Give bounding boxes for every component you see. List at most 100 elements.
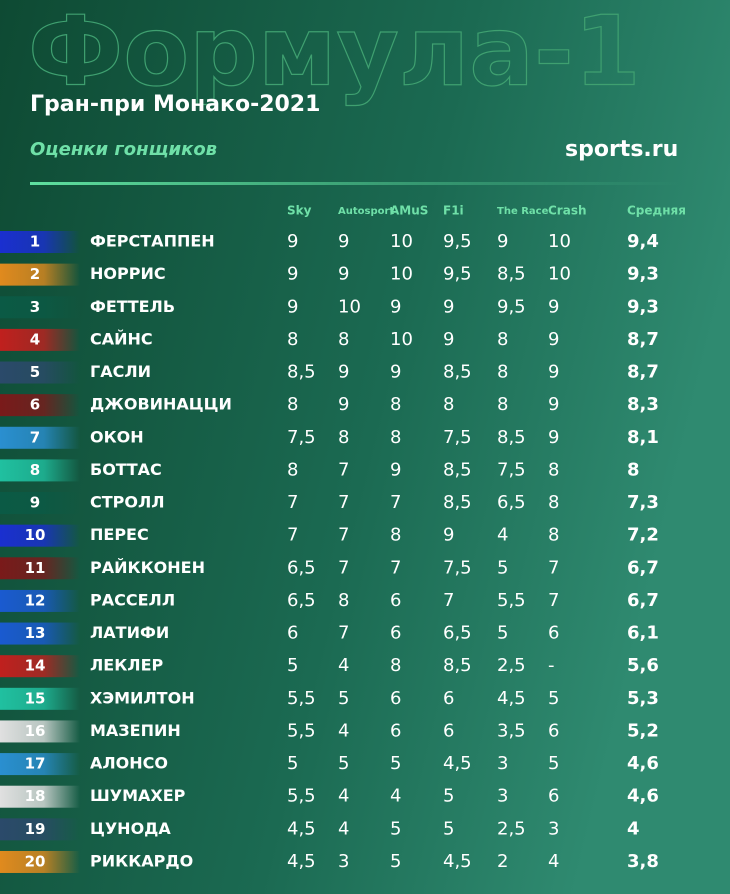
score: 7,5 bbox=[497, 459, 526, 480]
score: 6 bbox=[443, 688, 454, 709]
team-stripe bbox=[0, 524, 80, 547]
score: 3,5 bbox=[497, 720, 526, 741]
score: 7,5 bbox=[443, 427, 472, 448]
score: 8 bbox=[443, 394, 454, 415]
score: 8,5 bbox=[443, 492, 472, 513]
score: 9 bbox=[338, 231, 349, 252]
score: 9 bbox=[338, 362, 349, 383]
driver-name: ГАСЛИ bbox=[90, 362, 151, 381]
score: 3 bbox=[548, 818, 559, 839]
position: 15 bbox=[25, 689, 46, 707]
driver-name: БОТТАС bbox=[90, 460, 162, 479]
score: 8 bbox=[548, 525, 559, 546]
score: 10 bbox=[390, 231, 413, 252]
score: 8 bbox=[548, 459, 559, 480]
score: 7 bbox=[338, 525, 349, 546]
score: 5 bbox=[287, 753, 298, 774]
score: 9 bbox=[548, 329, 559, 350]
score: 3 bbox=[338, 851, 349, 872]
title: Гран-при Монако-2021 bbox=[30, 92, 320, 117]
score: 4 bbox=[338, 818, 349, 839]
driver-name: РИККАРДО bbox=[90, 851, 193, 870]
score: 7 bbox=[287, 525, 298, 546]
score: 4 bbox=[390, 786, 401, 807]
position: 13 bbox=[25, 624, 46, 642]
score: 6,5 bbox=[287, 557, 316, 578]
driver-name: ФЕТТЕЛЬ bbox=[90, 297, 175, 316]
score: 2 bbox=[497, 851, 508, 872]
average-score: 6,1 bbox=[627, 623, 659, 644]
average-score: 8,7 bbox=[627, 362, 659, 383]
driver-name: ХЭМИЛТОН bbox=[90, 688, 195, 707]
average-score: 9,3 bbox=[627, 264, 659, 285]
average-score: 5,3 bbox=[627, 688, 659, 709]
average-score: 7,3 bbox=[627, 492, 659, 513]
team-stripe bbox=[0, 557, 80, 580]
driver-name: ШУМАХЕР bbox=[90, 786, 186, 805]
average-score: 8,3 bbox=[627, 394, 659, 415]
driver-name: РАЙККОНЕН bbox=[90, 558, 205, 577]
score: 5,5 bbox=[497, 590, 526, 611]
team-stripe bbox=[0, 753, 80, 776]
team-stripe bbox=[0, 850, 80, 873]
score: 7 bbox=[287, 492, 298, 513]
score: 5 bbox=[497, 623, 508, 644]
team-stripe bbox=[0, 296, 80, 319]
score: 8 bbox=[390, 525, 401, 546]
position: 11 bbox=[25, 559, 46, 577]
score: 8 bbox=[390, 655, 401, 676]
position: 3 bbox=[30, 298, 40, 316]
score: - bbox=[548, 655, 555, 676]
column-header: The Race bbox=[497, 206, 549, 217]
score: 9 bbox=[390, 459, 401, 480]
score: 8,5 bbox=[443, 655, 472, 676]
score: 2,5 bbox=[497, 818, 526, 839]
score: 5,5 bbox=[287, 786, 316, 807]
team-stripe bbox=[0, 459, 80, 482]
divider bbox=[30, 182, 680, 185]
driver-name: ЛАТИФИ bbox=[90, 623, 169, 642]
score: 7 bbox=[548, 590, 559, 611]
score: 8 bbox=[338, 427, 349, 448]
team-stripe bbox=[0, 622, 80, 645]
score: 2,5 bbox=[497, 655, 526, 676]
position: 5 bbox=[30, 363, 40, 381]
score: 5 bbox=[390, 753, 401, 774]
score: 7 bbox=[548, 557, 559, 578]
score: 4 bbox=[338, 786, 349, 807]
score: 5 bbox=[548, 688, 559, 709]
score: 9 bbox=[287, 264, 298, 285]
score: 8 bbox=[338, 590, 349, 611]
average-score: 6,7 bbox=[627, 557, 659, 578]
watermark: Формула-1 bbox=[28, 0, 641, 107]
score: 5 bbox=[287, 655, 298, 676]
score: 8 bbox=[287, 459, 298, 480]
score: 3 bbox=[497, 786, 508, 807]
team-stripe bbox=[0, 720, 80, 743]
score: 8,5 bbox=[443, 459, 472, 480]
score: 7 bbox=[390, 557, 401, 578]
score: 4 bbox=[338, 655, 349, 676]
score: 6,5 bbox=[443, 623, 472, 644]
score: 6 bbox=[390, 688, 401, 709]
team-stripe bbox=[0, 426, 80, 449]
score: 6 bbox=[390, 720, 401, 741]
score: 6,5 bbox=[287, 590, 316, 611]
driver-name: НОРРИС bbox=[90, 264, 166, 283]
team-stripe bbox=[0, 328, 80, 351]
average-score: 3,8 bbox=[627, 851, 659, 872]
position: 1 bbox=[30, 233, 40, 251]
logo: sports.ru bbox=[565, 137, 678, 162]
position: 18 bbox=[25, 787, 46, 805]
driver-name: АЛОНСО bbox=[90, 754, 168, 773]
score: 4 bbox=[497, 525, 508, 546]
column-header: AMuS bbox=[390, 204, 428, 218]
team-stripe bbox=[0, 263, 80, 286]
score: 7 bbox=[338, 459, 349, 480]
score: 9 bbox=[287, 296, 298, 317]
column-header: Autosport bbox=[338, 206, 394, 217]
position: 16 bbox=[25, 722, 46, 740]
score: 8 bbox=[338, 329, 349, 350]
